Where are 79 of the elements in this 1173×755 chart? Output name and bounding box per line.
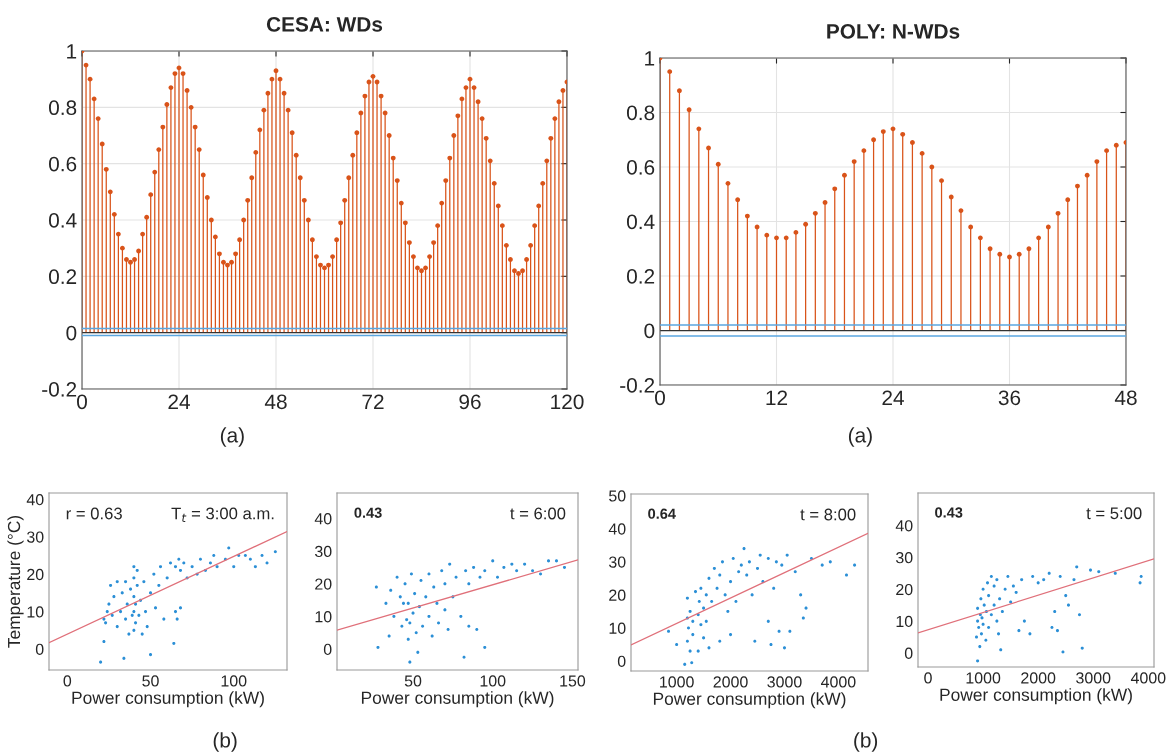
annotation: 0.43 — [354, 507, 382, 518]
x-tick-label: 24 — [168, 394, 190, 409]
chart-title: POLY: N-WDs — [827, 24, 960, 39]
y-tick-label: 0.6 — [626, 160, 655, 175]
annotation: 0.64 — [648, 508, 676, 519]
x-tick-label: 48 — [264, 394, 287, 410]
y-tick-label: 10 — [27, 606, 44, 618]
x-tick-label: 0 — [77, 394, 87, 410]
y-tick-label: 0.2 — [48, 269, 77, 285]
x-tick-label: 2000 — [1021, 672, 1056, 684]
y-tick-label: 30 — [608, 556, 626, 568]
x-tick-label: 0 — [655, 390, 665, 406]
x-tick-label: 150 — [560, 675, 586, 687]
x-tick-label: 3000 — [767, 676, 802, 688]
annotation: r = 0.63 — [66, 507, 122, 520]
x-tick-label: 0 — [924, 672, 932, 684]
x-tick-label: 1000 — [966, 672, 1001, 684]
annotation: 0.43 — [935, 507, 963, 518]
x-axis-title: Power consumption (kW) — [940, 688, 1132, 705]
y-tick-label: 30 — [314, 545, 332, 558]
x-tick-label: 4000 — [821, 676, 856, 688]
y-tick-label: 0 — [644, 323, 655, 339]
annotation: T$_{t}$ = 3:00 a.m. — [171, 507, 274, 522]
x-axis-title: Power consumption (kW) — [361, 691, 554, 708]
y-tick-label: 1 — [67, 44, 77, 59]
annotation: t = 6:00 — [510, 507, 566, 520]
y-axis-title: Temperature (°C) — [7, 515, 24, 648]
annotation: t = 8:00 — [800, 508, 856, 521]
text: (a) — [220, 427, 244, 447]
x-tick-label: 36 — [998, 390, 1021, 406]
x-tick-label: 12 — [766, 390, 788, 405]
y-tick-label: 50 — [609, 490, 626, 502]
x-tick-label: 48 — [1114, 390, 1137, 406]
y-tick-label: 0 — [904, 647, 913, 659]
y-tick-label: 20 — [315, 578, 332, 590]
y-tick-label: 40 — [895, 520, 913, 532]
y-tick-label: 0.8 — [48, 100, 77, 116]
y-tick-label: 0 — [35, 643, 44, 655]
x-tick-label: 24 — [882, 390, 904, 405]
y-tick-label: 0.4 — [48, 213, 77, 228]
text: (b) — [854, 732, 878, 752]
x-tick-label: 100 — [221, 675, 247, 687]
x-tick-label: 72 — [362, 394, 384, 409]
x-tick-label: 3000 — [1076, 672, 1111, 684]
y-tick-label: 10 — [609, 622, 626, 634]
x-tick-label: 4000 — [1130, 672, 1166, 684]
text: (a) — [848, 427, 872, 447]
x-tick-label: 96 — [459, 394, 481, 410]
y-tick-label: -0.2 — [620, 378, 655, 393]
annotation: t = 5:00 — [1086, 507, 1142, 520]
x-axis-title: Power consumption (kW) — [72, 691, 264, 708]
x-tick-label: 120 — [551, 394, 584, 410]
y-tick-label: 20 — [27, 568, 44, 581]
x-tick-label: 1000 — [660, 676, 694, 688]
x-tick-label: 50 — [404, 675, 422, 687]
y-tick-label: -0.2 — [42, 382, 77, 397]
y-tick-label: 0 — [617, 655, 626, 668]
y-tick-label: 30 — [895, 552, 913, 564]
x-tick-label: 2000 — [713, 676, 748, 688]
y-tick-label: 0.8 — [626, 105, 655, 121]
y-tick-label: 10 — [315, 611, 332, 623]
x-tick-label: 50 — [142, 675, 159, 687]
y-tick-label: 0.4 — [626, 214, 655, 230]
y-tick-label: 0 — [66, 325, 77, 341]
x-tick-label: 100 — [480, 675, 506, 687]
y-tick-label: 10 — [896, 615, 913, 628]
chart-title: CESA: WDs — [266, 17, 383, 32]
y-tick-label: 0.2 — [626, 269, 655, 284]
y-tick-label: 0 — [323, 643, 332, 656]
y-tick-label: 1 — [645, 51, 655, 66]
y-tick-label: 20 — [896, 583, 913, 596]
y-tick-label: 0.6 — [48, 156, 77, 172]
y-tick-label: 30 — [26, 531, 44, 543]
text: (b) — [213, 732, 237, 752]
y-tick-label: 40 — [314, 513, 332, 525]
y-tick-label: 40 — [608, 523, 626, 535]
x-axis-title: Power consumption (kW) — [653, 692, 846, 709]
y-tick-label: 40 — [26, 494, 44, 506]
y-tick-label: 20 — [609, 589, 626, 601]
